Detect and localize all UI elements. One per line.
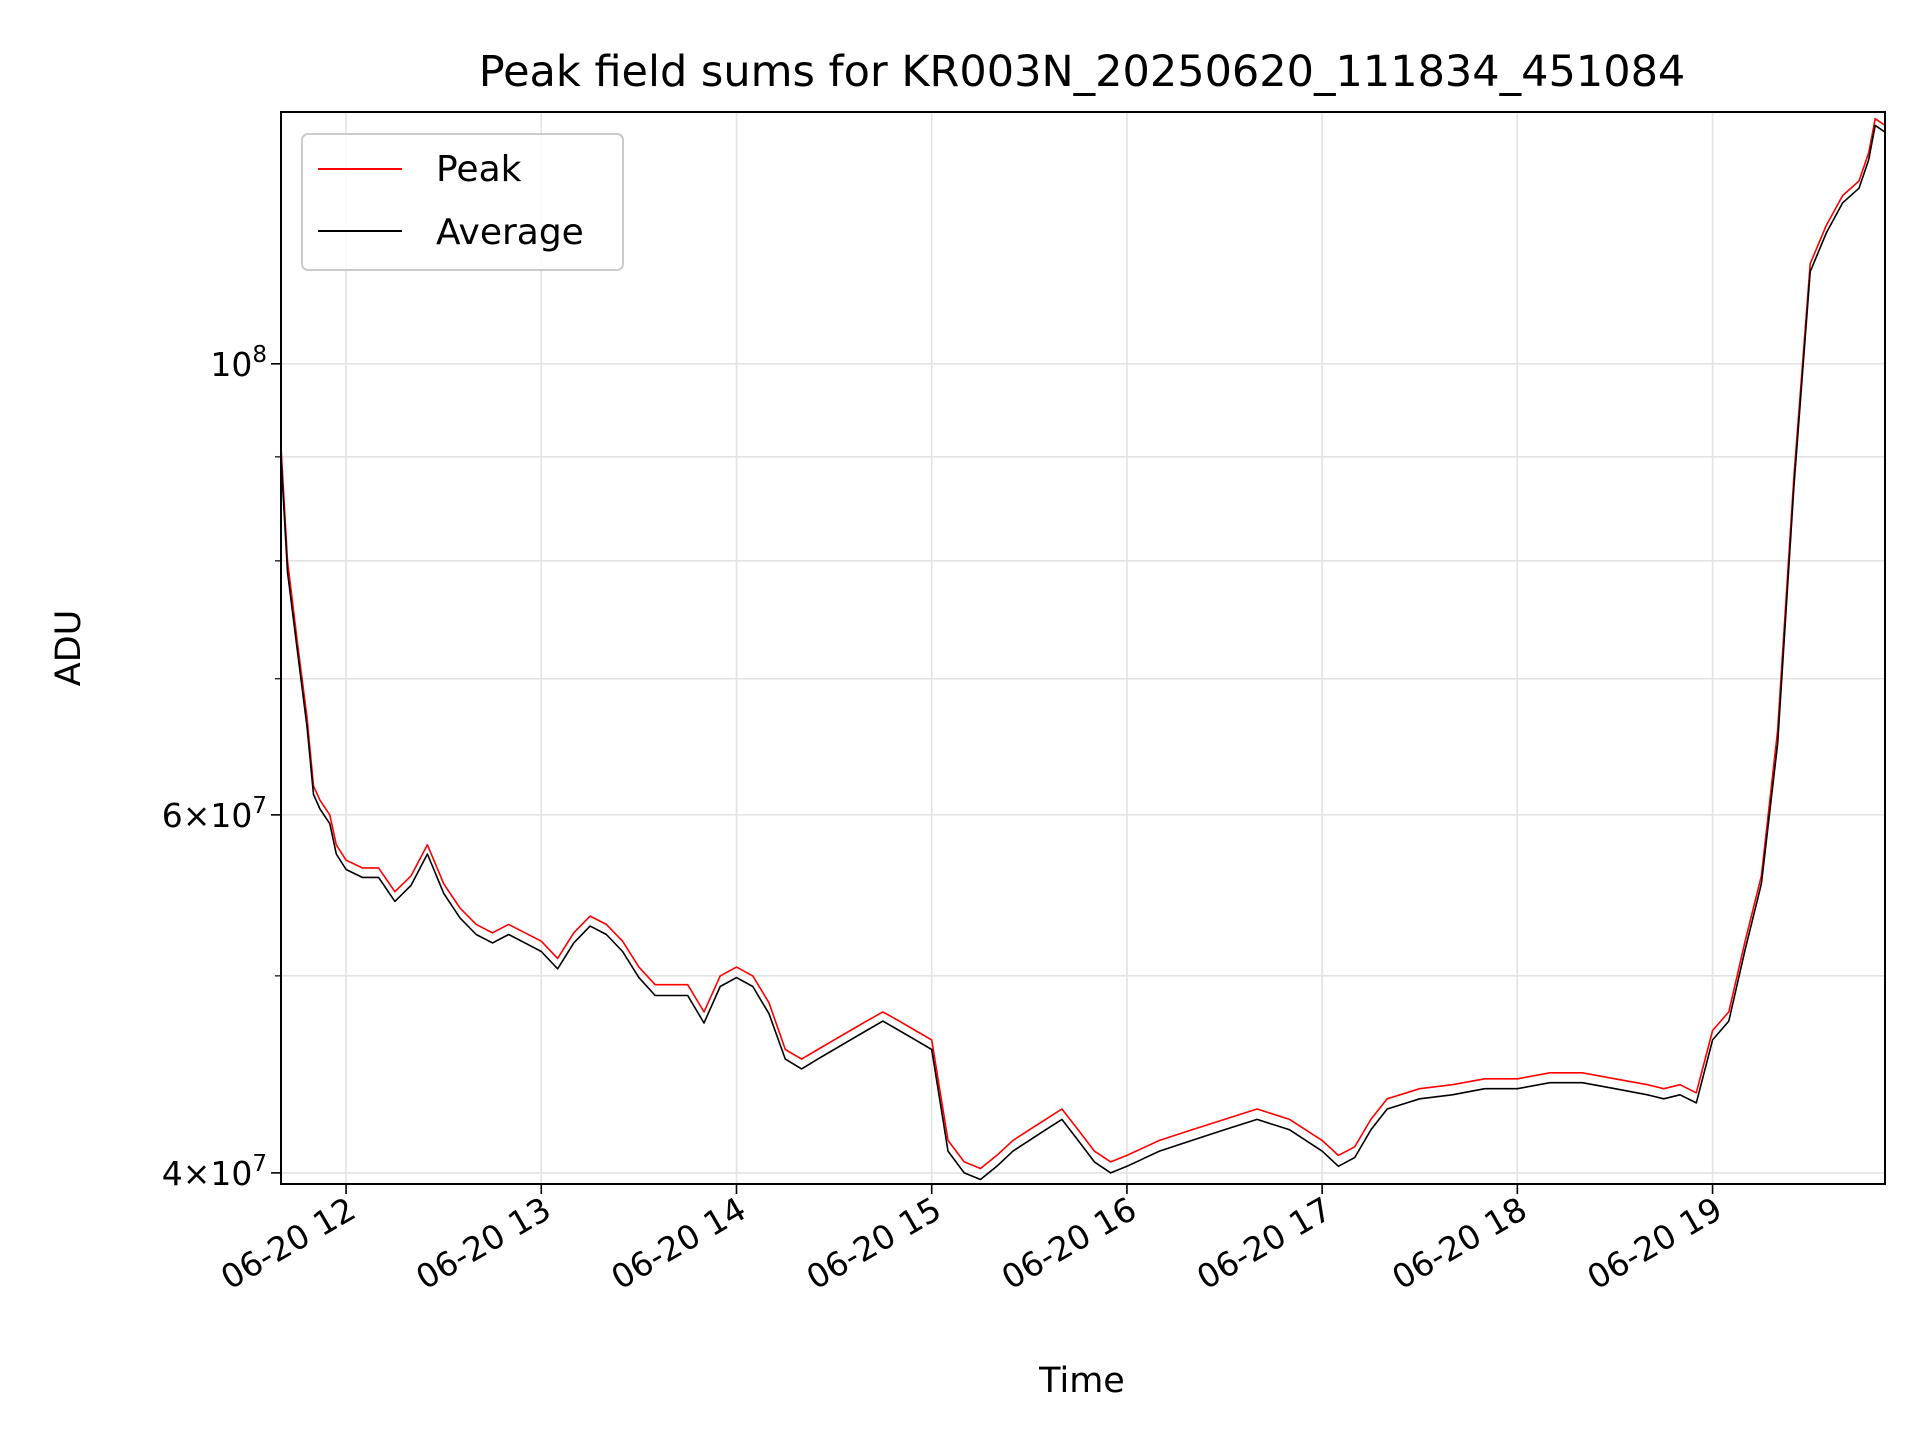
y-tick-label: 6×107 <box>162 793 267 835</box>
series-line-peak <box>280 117 1886 1170</box>
y-tick-label: 4×107 <box>162 1151 267 1193</box>
grid-lines <box>281 112 1885 1184</box>
plot-frame <box>280 111 1886 1185</box>
series-lines <box>280 117 1886 1181</box>
y-axis-title: ADU <box>49 610 89 687</box>
series-line-average <box>280 124 1886 1181</box>
y-axis-ticks: 4×107 6×107 108 <box>162 342 281 1193</box>
chart-title: Peak field sums for KR003N_20250620_1118… <box>479 47 1686 97</box>
legend: Peak Average <box>301 133 624 271</box>
legend-label-average: Average <box>436 212 584 253</box>
y-tick-label: 108 <box>210 342 267 384</box>
x-axis-title: Time <box>1038 1361 1125 1401</box>
legend-label-peak: Peak <box>436 149 522 190</box>
